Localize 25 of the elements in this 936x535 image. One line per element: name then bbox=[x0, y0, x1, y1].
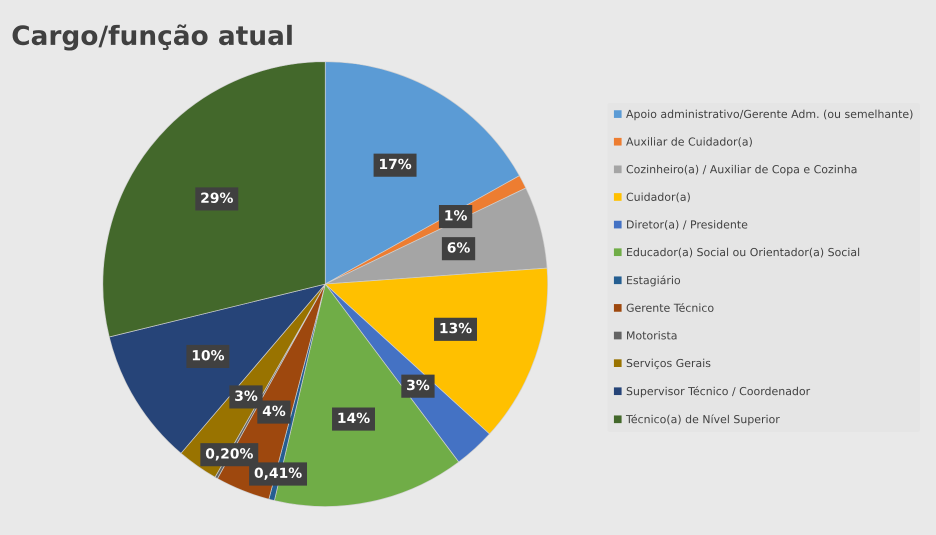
data-label: 13% bbox=[440, 322, 472, 334]
data-label: 6% bbox=[448, 242, 470, 253]
legend-label: Auxiliar de Cuidador(a) bbox=[626, 137, 752, 147]
data-label: 4% bbox=[262, 406, 286, 416]
legend-label: Supervisor Técnico / Coordenador bbox=[626, 386, 810, 398]
data-label: 10% bbox=[192, 350, 224, 360]
data-label: 17% bbox=[380, 158, 412, 170]
legend-label: Apoio administrativo/Gerente Adm. (ou semelhante) bbox=[626, 110, 912, 120]
data-label: 0,41% bbox=[254, 468, 302, 480]
legend-label: Educador(a) Social ou Orientador(a) Social bbox=[627, 248, 860, 258]
legend-label: Gerente Técnico bbox=[626, 302, 714, 312]
data-label: 29% bbox=[201, 192, 233, 204]
data-label: 3% bbox=[407, 380, 430, 390]
legend-label: Estagiário bbox=[627, 275, 680, 286]
data-label: 0,20% bbox=[206, 448, 253, 460]
legend-label: Técnico(a) de Nível Superior bbox=[626, 414, 780, 426]
legend-label: Diretor(a) / Presidente bbox=[627, 220, 748, 230]
chart-title: Cargo/função atual bbox=[12, 24, 292, 51]
data-label: 3% bbox=[235, 390, 258, 401]
data-label: 1% bbox=[445, 210, 467, 221]
legend-label: Cozinheiro(a) / Auxiliar de Copa e Cozinha bbox=[626, 164, 856, 176]
data-label: 14% bbox=[338, 412, 370, 424]
legend-label: Serviços Gerais bbox=[626, 358, 710, 370]
legend-label: Cuidador(a) bbox=[626, 192, 690, 202]
legend-label: Motorista bbox=[627, 331, 676, 340]
